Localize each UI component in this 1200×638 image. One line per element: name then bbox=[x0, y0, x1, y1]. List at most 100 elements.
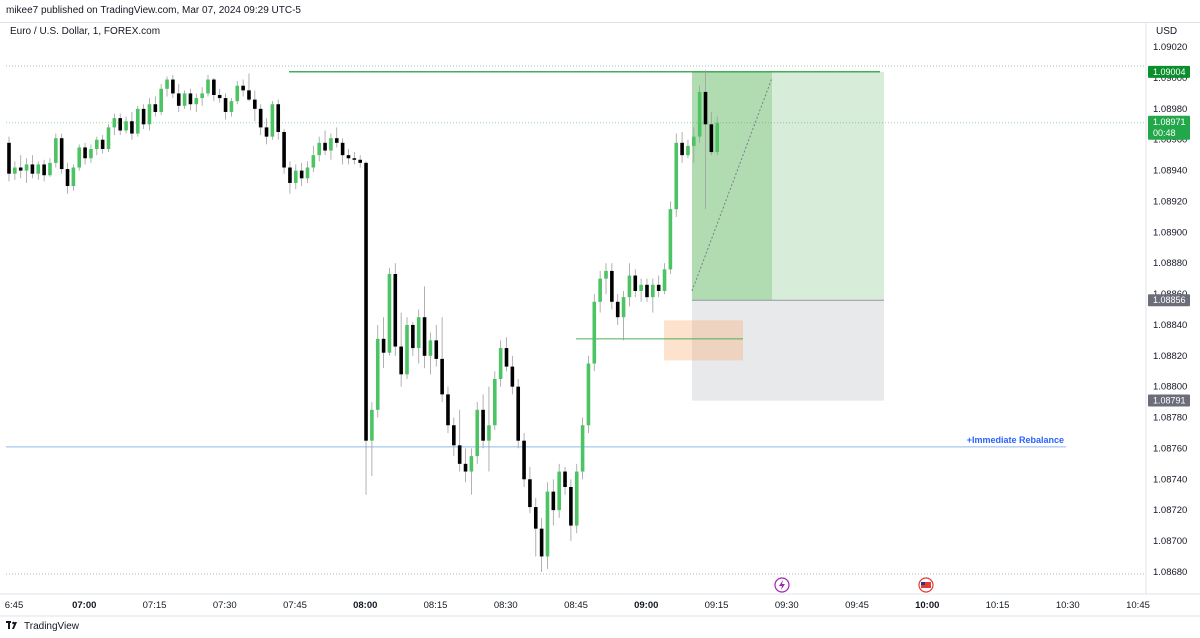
candle-body bbox=[481, 409, 485, 441]
price-tick-label: 1.08700 bbox=[1153, 536, 1187, 547]
candle-body bbox=[651, 284, 655, 298]
candle-body bbox=[434, 340, 439, 359]
price-tag[interactable] bbox=[1148, 294, 1190, 307]
candle-body bbox=[241, 85, 245, 91]
price-tick-label: 1.09000 bbox=[1153, 73, 1187, 84]
candle-body bbox=[323, 142, 327, 151]
publisher-text: mikee7 published on TradingView.com, Mar… bbox=[6, 5, 301, 16]
candle-body bbox=[317, 142, 322, 156]
price-tick-label: 1.08800 bbox=[1153, 382, 1187, 393]
candle-body bbox=[48, 162, 52, 176]
candle-body bbox=[358, 159, 362, 163]
rebalance-label: +Immediate Rebalance bbox=[967, 435, 1064, 445]
candle-body bbox=[686, 145, 690, 156]
candle-body bbox=[212, 79, 216, 95]
candle-body bbox=[13, 167, 17, 174]
candle-body bbox=[428, 340, 433, 356]
price-tick-label: 1.08920 bbox=[1153, 196, 1187, 207]
candle-body bbox=[71, 167, 76, 187]
candle-body bbox=[18, 167, 23, 171]
candle-body bbox=[334, 138, 339, 143]
price-tick-label: 1.08980 bbox=[1153, 104, 1187, 115]
time-tick-label: 10:30 bbox=[1056, 600, 1080, 611]
price-tag[interactable] bbox=[1148, 65, 1190, 78]
countdown-label: 00:48 bbox=[1153, 128, 1176, 138]
price-tick-label: 1.08820 bbox=[1153, 351, 1187, 362]
candle-body bbox=[475, 409, 480, 457]
candle-body bbox=[223, 98, 228, 112]
candle-body bbox=[253, 99, 257, 109]
time-tick-label: 10:15 bbox=[986, 600, 1010, 611]
candle-body bbox=[24, 164, 29, 171]
order-block-zone[interactable] bbox=[664, 320, 743, 361]
candle-body bbox=[188, 93, 193, 105]
candle-body bbox=[147, 104, 152, 125]
candle-body bbox=[674, 142, 679, 210]
candle-body bbox=[411, 324, 415, 349]
candle-body bbox=[399, 346, 403, 375]
symbol-title: Euro / U.S. Dollar, 1, FOREX.com bbox=[10, 26, 161, 37]
time-tick-label: 07:30 bbox=[213, 600, 237, 611]
candle-body bbox=[709, 124, 714, 153]
candle-body bbox=[352, 158, 357, 160]
candle-body bbox=[627, 275, 632, 298]
candle-body bbox=[217, 94, 222, 99]
candle-body bbox=[311, 155, 316, 168]
candle-body bbox=[293, 170, 298, 183]
candle-body bbox=[452, 425, 456, 446]
time-tick-label: 08:45 bbox=[564, 600, 588, 611]
candle-body bbox=[299, 170, 304, 179]
candle-body bbox=[615, 301, 620, 318]
price-tick-label: 1.08740 bbox=[1153, 474, 1187, 485]
candle-body bbox=[639, 284, 643, 291]
time-tick-label: 10:45 bbox=[1126, 600, 1150, 611]
price-tag[interactable] bbox=[1148, 394, 1190, 407]
candle-body bbox=[393, 274, 398, 347]
currency-label[interactable]: USD bbox=[1156, 26, 1178, 37]
candle-body bbox=[662, 269, 667, 291]
candle-body bbox=[112, 118, 117, 128]
candle-body bbox=[258, 108, 263, 128]
price-tick-label: 1.08760 bbox=[1153, 443, 1187, 454]
candle-body bbox=[498, 348, 503, 379]
candle-body bbox=[656, 284, 661, 291]
candle-body bbox=[59, 138, 64, 170]
tv-logo-icon bbox=[6, 620, 20, 634]
candle-body bbox=[305, 167, 310, 179]
price-tick-label: 1.08840 bbox=[1153, 320, 1187, 331]
candle-body bbox=[457, 445, 462, 464]
candle-body bbox=[106, 127, 111, 149]
lightning-glyph bbox=[779, 580, 785, 590]
price-tag-label: 1.09004 bbox=[1153, 67, 1186, 77]
candle-body bbox=[176, 93, 181, 106]
price-tick-label: 1.08900 bbox=[1153, 227, 1187, 238]
candle-body bbox=[446, 394, 450, 426]
candle-body bbox=[504, 348, 509, 367]
candle-body bbox=[182, 93, 187, 106]
candle-body bbox=[171, 79, 175, 94]
candle-body bbox=[42, 164, 46, 176]
time-tick-label: 6:45 bbox=[5, 600, 24, 611]
price-tick-label: 1.08720 bbox=[1153, 505, 1187, 516]
candle-body bbox=[574, 471, 579, 526]
candle-body bbox=[569, 486, 573, 526]
price-tick-label: 1.09020 bbox=[1153, 42, 1187, 53]
candle-body bbox=[668, 209, 673, 270]
candle-body bbox=[264, 127, 269, 137]
candle-body bbox=[692, 136, 696, 146]
candle-body bbox=[598, 278, 602, 302]
candle-body bbox=[329, 138, 333, 151]
loss-zone[interactable] bbox=[692, 300, 884, 401]
price-tag[interactable] bbox=[1148, 115, 1190, 140]
candle-body bbox=[580, 425, 585, 472]
candle-body bbox=[422, 317, 427, 356]
candle-body bbox=[65, 169, 70, 187]
candle-body bbox=[276, 104, 281, 133]
candle-body bbox=[405, 324, 409, 375]
profit-zone[interactable] bbox=[692, 71, 884, 301]
time-tick-label: 07:00 bbox=[72, 600, 96, 611]
candle-body bbox=[516, 386, 521, 441]
candle-body bbox=[621, 297, 626, 318]
candle-body bbox=[194, 98, 199, 105]
